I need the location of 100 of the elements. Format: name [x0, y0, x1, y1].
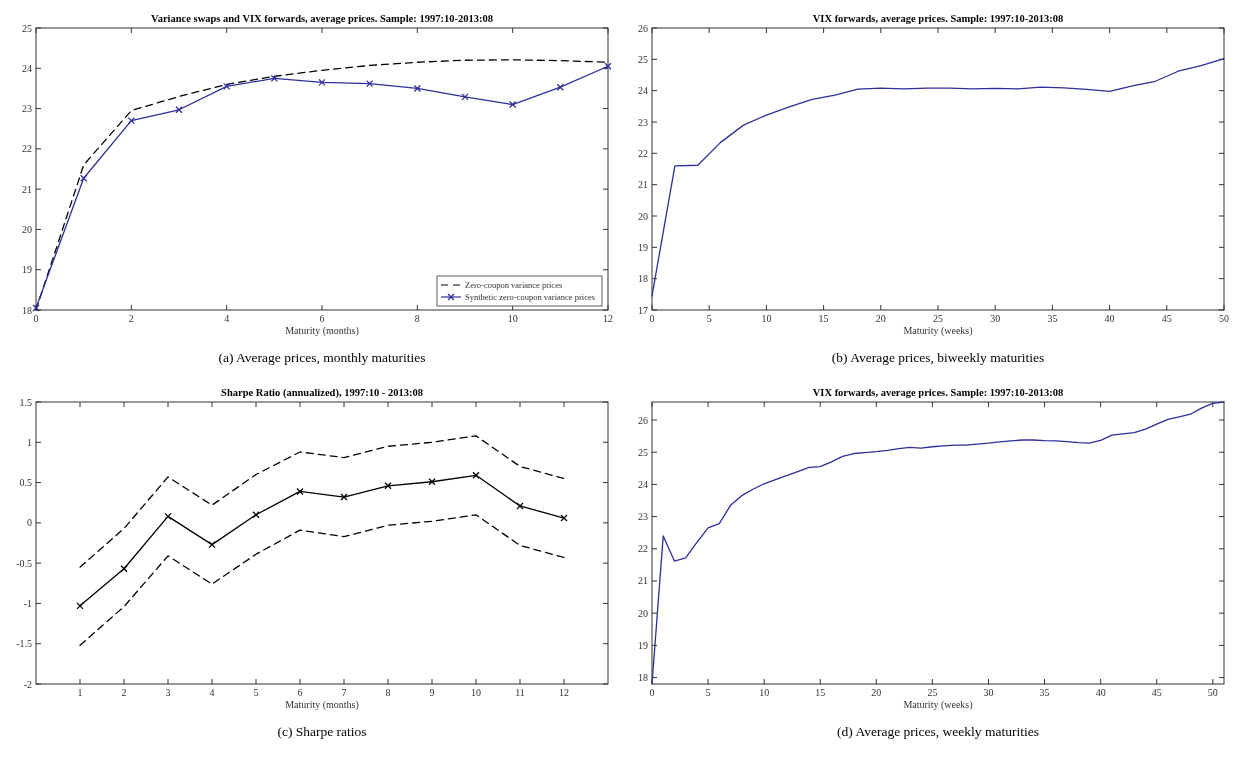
x-tick-label: 4	[209, 687, 215, 698]
y-tick-label: 22	[638, 147, 648, 159]
x-tick-label: 5	[705, 687, 711, 698]
x-tick-label: 7	[341, 687, 347, 698]
line-series	[651, 58, 1225, 297]
x-tick-label: 9	[429, 687, 435, 698]
y-tick-label: 20	[638, 607, 648, 619]
x-tick-label: 0	[649, 313, 655, 324]
x-tick-label: 15	[815, 687, 826, 698]
y-tick-label: 25	[22, 22, 32, 34]
x-tick-label: 6	[297, 687, 303, 698]
x-tick-label: 8	[414, 313, 420, 324]
legend-label: Synthetic zero-coupon variance prices	[465, 292, 596, 302]
y-tick-label: 21	[638, 575, 648, 587]
point	[296, 487, 304, 496]
chart-title: Sharpe Ratio (annualized), 1997:10 - 2013:08	[221, 387, 423, 399]
x-tick-label: 12	[559, 687, 569, 698]
x-tick-label: 10	[759, 687, 770, 698]
point	[76, 602, 84, 610]
y-tick-label: 22	[22, 143, 32, 155]
text: (c) Sharpe ratios	[277, 724, 367, 739]
y-tick-label: 21	[638, 179, 648, 191]
point	[252, 511, 260, 519]
x-tick-label: 0	[649, 687, 655, 698]
point	[366, 79, 374, 88]
x-tick-label: 2	[121, 687, 127, 698]
chart-title: Variance swaps and VIX forwards, average prices. Sample: 1997:10-2013:08	[151, 13, 493, 24]
x-tick-label: 10	[507, 313, 518, 324]
y-tick-label: 19	[22, 264, 32, 276]
point	[461, 93, 469, 101]
legend-label: Zero-coupon variance prices	[465, 280, 563, 290]
line-series	[79, 514, 565, 646]
point	[509, 100, 517, 109]
y-tick-label: 1	[27, 436, 32, 448]
point	[472, 471, 480, 479]
point	[318, 78, 326, 87]
x-tick-label: 3	[165, 687, 171, 698]
y-tick-label: 20	[22, 223, 32, 235]
y-tick-label: 24	[638, 85, 648, 97]
point	[164, 512, 172, 521]
y-tick-label: 23	[638, 511, 648, 523]
y-tick-label: -0.5	[16, 557, 32, 569]
x-tick-label: 15	[818, 313, 829, 324]
y-tick-label: 26	[638, 414, 648, 426]
x-axis-title: Maturity (weeks)	[903, 699, 973, 711]
y-tick-label: 22	[638, 543, 648, 555]
x-tick-label: 1	[77, 687, 83, 698]
x-tick-label: 35	[1047, 313, 1058, 324]
point	[384, 482, 392, 490]
x-tick-label: 4	[224, 313, 230, 324]
line-series	[651, 401, 1225, 685]
x-tick-label: 40	[1104, 313, 1115, 324]
point	[413, 84, 421, 93]
x-tick-label: 30	[990, 313, 1001, 324]
text: (d) Average prices, weekly maturities	[837, 724, 1039, 739]
y-tick-label: -1	[23, 597, 32, 609]
y-tick-label: 23	[22, 103, 32, 115]
x-tick-label: 5	[706, 313, 712, 324]
x-tick-label: 45	[1161, 313, 1172, 324]
y-tick-label: 19	[638, 639, 648, 651]
y-tick-label: 19	[638, 241, 648, 253]
x-tick-label: 5	[253, 687, 259, 698]
x-axis-title: Maturity (weeks)	[903, 325, 973, 337]
y-tick-label: 26	[638, 22, 648, 34]
y-tick-label: 18	[22, 304, 32, 316]
x-tick-label: 20	[871, 687, 882, 698]
x-tick-label: 11	[515, 687, 525, 698]
x-tick-label: 8	[385, 687, 391, 698]
y-tick-label: 18	[638, 273, 648, 285]
x-tick-label: 10	[471, 687, 481, 698]
x-tick-label: 40	[1095, 687, 1106, 698]
x-tick-label: 30	[983, 687, 994, 698]
y-tick-label: 25	[638, 53, 648, 65]
x-tick-label: 35	[1039, 687, 1050, 698]
x-tick-label: 50	[1207, 687, 1218, 698]
chart-title: VIX forwards, average prices. Sample: 1997:10-2013:08	[812, 387, 1064, 398]
x-tick-label: 10	[761, 313, 772, 324]
chart-title: VIX forwards, average prices. Sample: 1997:10-2013:08	[812, 13, 1064, 24]
y-tick-label: 0.5	[19, 477, 32, 489]
x-axis-title: Maturity (months)	[285, 325, 359, 337]
x-tick-label: 50	[1219, 313, 1229, 324]
point	[175, 106, 183, 114]
y-tick-label: 20	[638, 210, 648, 222]
y-tick-label: 25	[638, 446, 648, 458]
text: (a) Average prices, monthly maturities	[218, 350, 426, 365]
point	[208, 540, 216, 549]
x-tick-label: 25	[927, 687, 938, 698]
text: (b) Average prices, biweekly maturities	[831, 350, 1045, 365]
x-axis-title: Maturity (months)	[285, 699, 359, 711]
point	[556, 83, 564, 91]
y-tick-label: 1.5	[19, 396, 32, 408]
line-series	[79, 435, 565, 568]
y-tick-label: 17	[638, 304, 648, 316]
x-tick-label: 12	[603, 313, 613, 324]
x-tick-label: 25	[933, 313, 943, 324]
x-tick-label: 20	[875, 313, 886, 324]
point	[120, 565, 128, 573]
y-tick-label: -2	[23, 678, 32, 690]
y-tick-label: 24	[638, 478, 648, 490]
y-tick-label: 23	[638, 116, 648, 128]
